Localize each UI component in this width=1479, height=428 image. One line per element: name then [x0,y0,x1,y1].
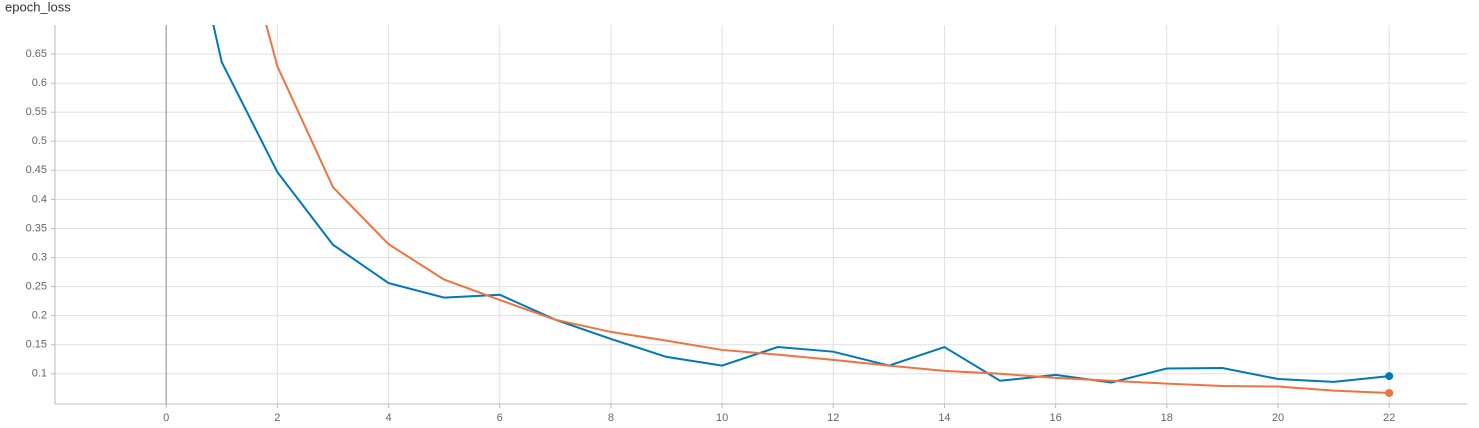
x-tick-label: 0 [163,412,169,424]
x-tick-label: 20 [1272,412,1284,424]
y-tick-label: 0.3 [32,251,47,263]
x-tick-label: 10 [716,412,728,424]
y-tick-label: 0.5 [32,135,47,147]
plot-area [212,25,1394,397]
end-point [1385,388,1394,397]
x-tick-label: 2 [274,412,280,424]
y-tick-label: 0.35 [26,222,47,234]
x-tick-label: 4 [385,412,391,424]
x-tick-label: 22 [1383,412,1395,424]
y-tick-label: 0.6 [32,77,47,89]
y-tick-label: 0.2 [32,310,47,322]
y-tick-label: 0.25 [26,280,47,292]
y-tick-label: 0.1 [32,368,47,380]
y-tick-label: 0.15 [26,339,47,351]
x-tick-label: 18 [1161,412,1173,424]
grid [51,25,1467,408]
x-tick-label: 16 [1050,412,1062,424]
y-tick-label: 0.4 [32,193,47,205]
line [265,25,1390,394]
x-tick-label: 8 [608,412,614,424]
line [212,25,1390,384]
y-tick-label: 0.65 [26,48,47,60]
chart-title: epoch_loss [5,0,71,14]
y-tick-label: 0.55 [26,106,47,118]
end-point [1385,372,1394,381]
x-tick-label: 6 [497,412,503,424]
x-tick-label: 14 [938,412,950,424]
y-tick-label: 0.45 [26,164,47,176]
x-tick-label: 12 [827,412,839,424]
